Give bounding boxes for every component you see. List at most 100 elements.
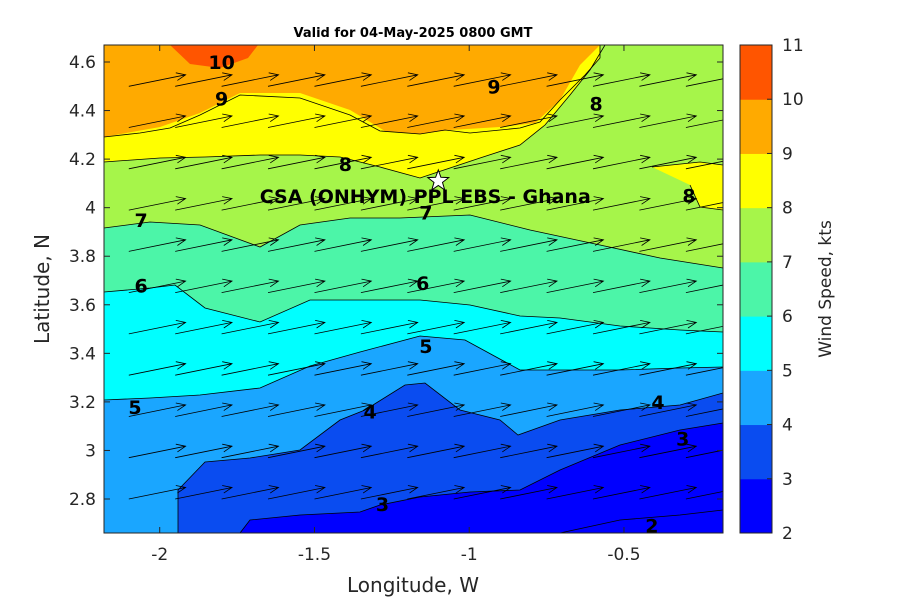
wind-arrow [314,402,373,417]
wind-arrow [453,113,512,128]
wind-arrow [360,72,419,87]
wind-arrow [221,154,280,170]
y-tick-label: 3.4 [69,344,96,364]
wind-arrow [592,361,651,376]
wind-arrow [500,443,558,459]
wind-arrow [592,278,651,293]
wind-arrow [500,320,559,335]
wind-arrow [314,320,373,335]
band-1-2 [560,510,723,533]
contour-label: 8 [682,186,695,208]
wind-arrow [314,113,373,128]
wind-arrow [267,72,326,87]
wind-arrow [453,320,512,335]
wind-arrows [128,72,723,500]
y-tick-label: 2.8 [69,490,96,510]
wind-arrow [453,72,512,87]
wind-arrow [546,154,605,170]
x-axis-label: Longitude, W [347,573,479,597]
wind-arrow [453,443,512,459]
wind-arrow [407,278,466,293]
band-2-3 [240,423,723,533]
band-9-10 [104,45,600,137]
contour-label: 3 [376,494,389,516]
contour-fill [104,45,723,533]
colorbar-segment [740,153,772,209]
y-tick-label: 4.6 [69,53,96,73]
contour-label: 6 [135,275,148,297]
contour-label: 5 [128,397,141,419]
wind-arrow [639,361,698,376]
wind-arrow [267,485,326,500]
site-star-icon [426,168,451,192]
wind-arrow [314,361,373,376]
colorbar-segment [740,45,772,100]
colorbar-segment [740,478,772,534]
contour-label: 9 [487,76,500,98]
contour-label: 4 [651,392,664,414]
colorbar-tick-label: 10 [782,90,804,110]
wind-arrow [314,443,373,459]
x-tick-label: -0.5 [607,545,640,565]
wind-arrow [267,196,326,211]
wind-arrow [407,361,466,376]
wind-arrow [685,408,723,417]
wind-arrow [546,402,605,417]
wind-arrow [639,196,698,211]
wind-arrow [267,443,326,459]
wind-arrow [453,278,512,293]
wind-arrow [267,113,326,128]
wind-arrow [221,361,280,376]
wind-arrow [314,72,373,87]
colorbar-frame [739,44,773,534]
wind-arrow [685,202,723,211]
wind-arrow [685,243,723,252]
wind-arrow [685,119,723,128]
wind-arrow [639,443,698,459]
contour-label: 7 [135,210,148,232]
wind-arrow [592,113,651,128]
wind-arrow [128,196,187,211]
contour-label: 4 [364,402,377,424]
wind-arrow [128,154,187,170]
wind-arrow [453,154,512,170]
wind-arrow [128,237,187,252]
wind-arrow [500,237,559,252]
colorbar-tick-label: 7 [782,253,793,273]
wind-arrow [639,154,698,170]
wind-arrow [453,237,512,252]
colorbar-segment [740,370,772,426]
wind-arrow [128,485,187,500]
wind-arrow [546,485,605,500]
wind-arrow [175,113,233,128]
wind-arrow [175,320,234,335]
wind-arrow [685,491,723,500]
wind-arrow [128,402,187,417]
wind-arrow [685,284,723,293]
y-axis: 2.8 3 3.2 3.4 3.6 3.8 4 4.2 4.4 4.6 [69,53,723,510]
wind-arrow [128,278,187,293]
wind-arrow [407,485,466,500]
y-tick-label: 3.2 [69,393,96,413]
wind-arrow [500,196,559,211]
wind-arrow [500,361,559,376]
chart-title: Valid for 04-May-2025 0800 GMT [294,26,533,41]
wind-arrow [685,78,723,87]
wind-arrow [500,278,558,293]
y-tick-label: 4.4 [69,102,96,122]
wind-arrow [546,278,605,293]
wind-arrow [639,278,698,293]
x-axis: -2 -1.5 -1 -0.5 [151,45,641,565]
contour-label: 7 [419,203,432,225]
contour-label: 6 [416,273,429,295]
wind-arrow [639,320,698,335]
wind-arrow [453,361,512,376]
contour-label: 2 [645,516,658,538]
x-tick-label: -1 [461,545,478,565]
colorbar-tick-label: 2 [782,524,793,544]
wind-arrow [360,154,419,170]
contour-label: 8 [589,93,602,115]
wind-arrow [128,72,187,87]
wind-arrow [453,402,512,417]
